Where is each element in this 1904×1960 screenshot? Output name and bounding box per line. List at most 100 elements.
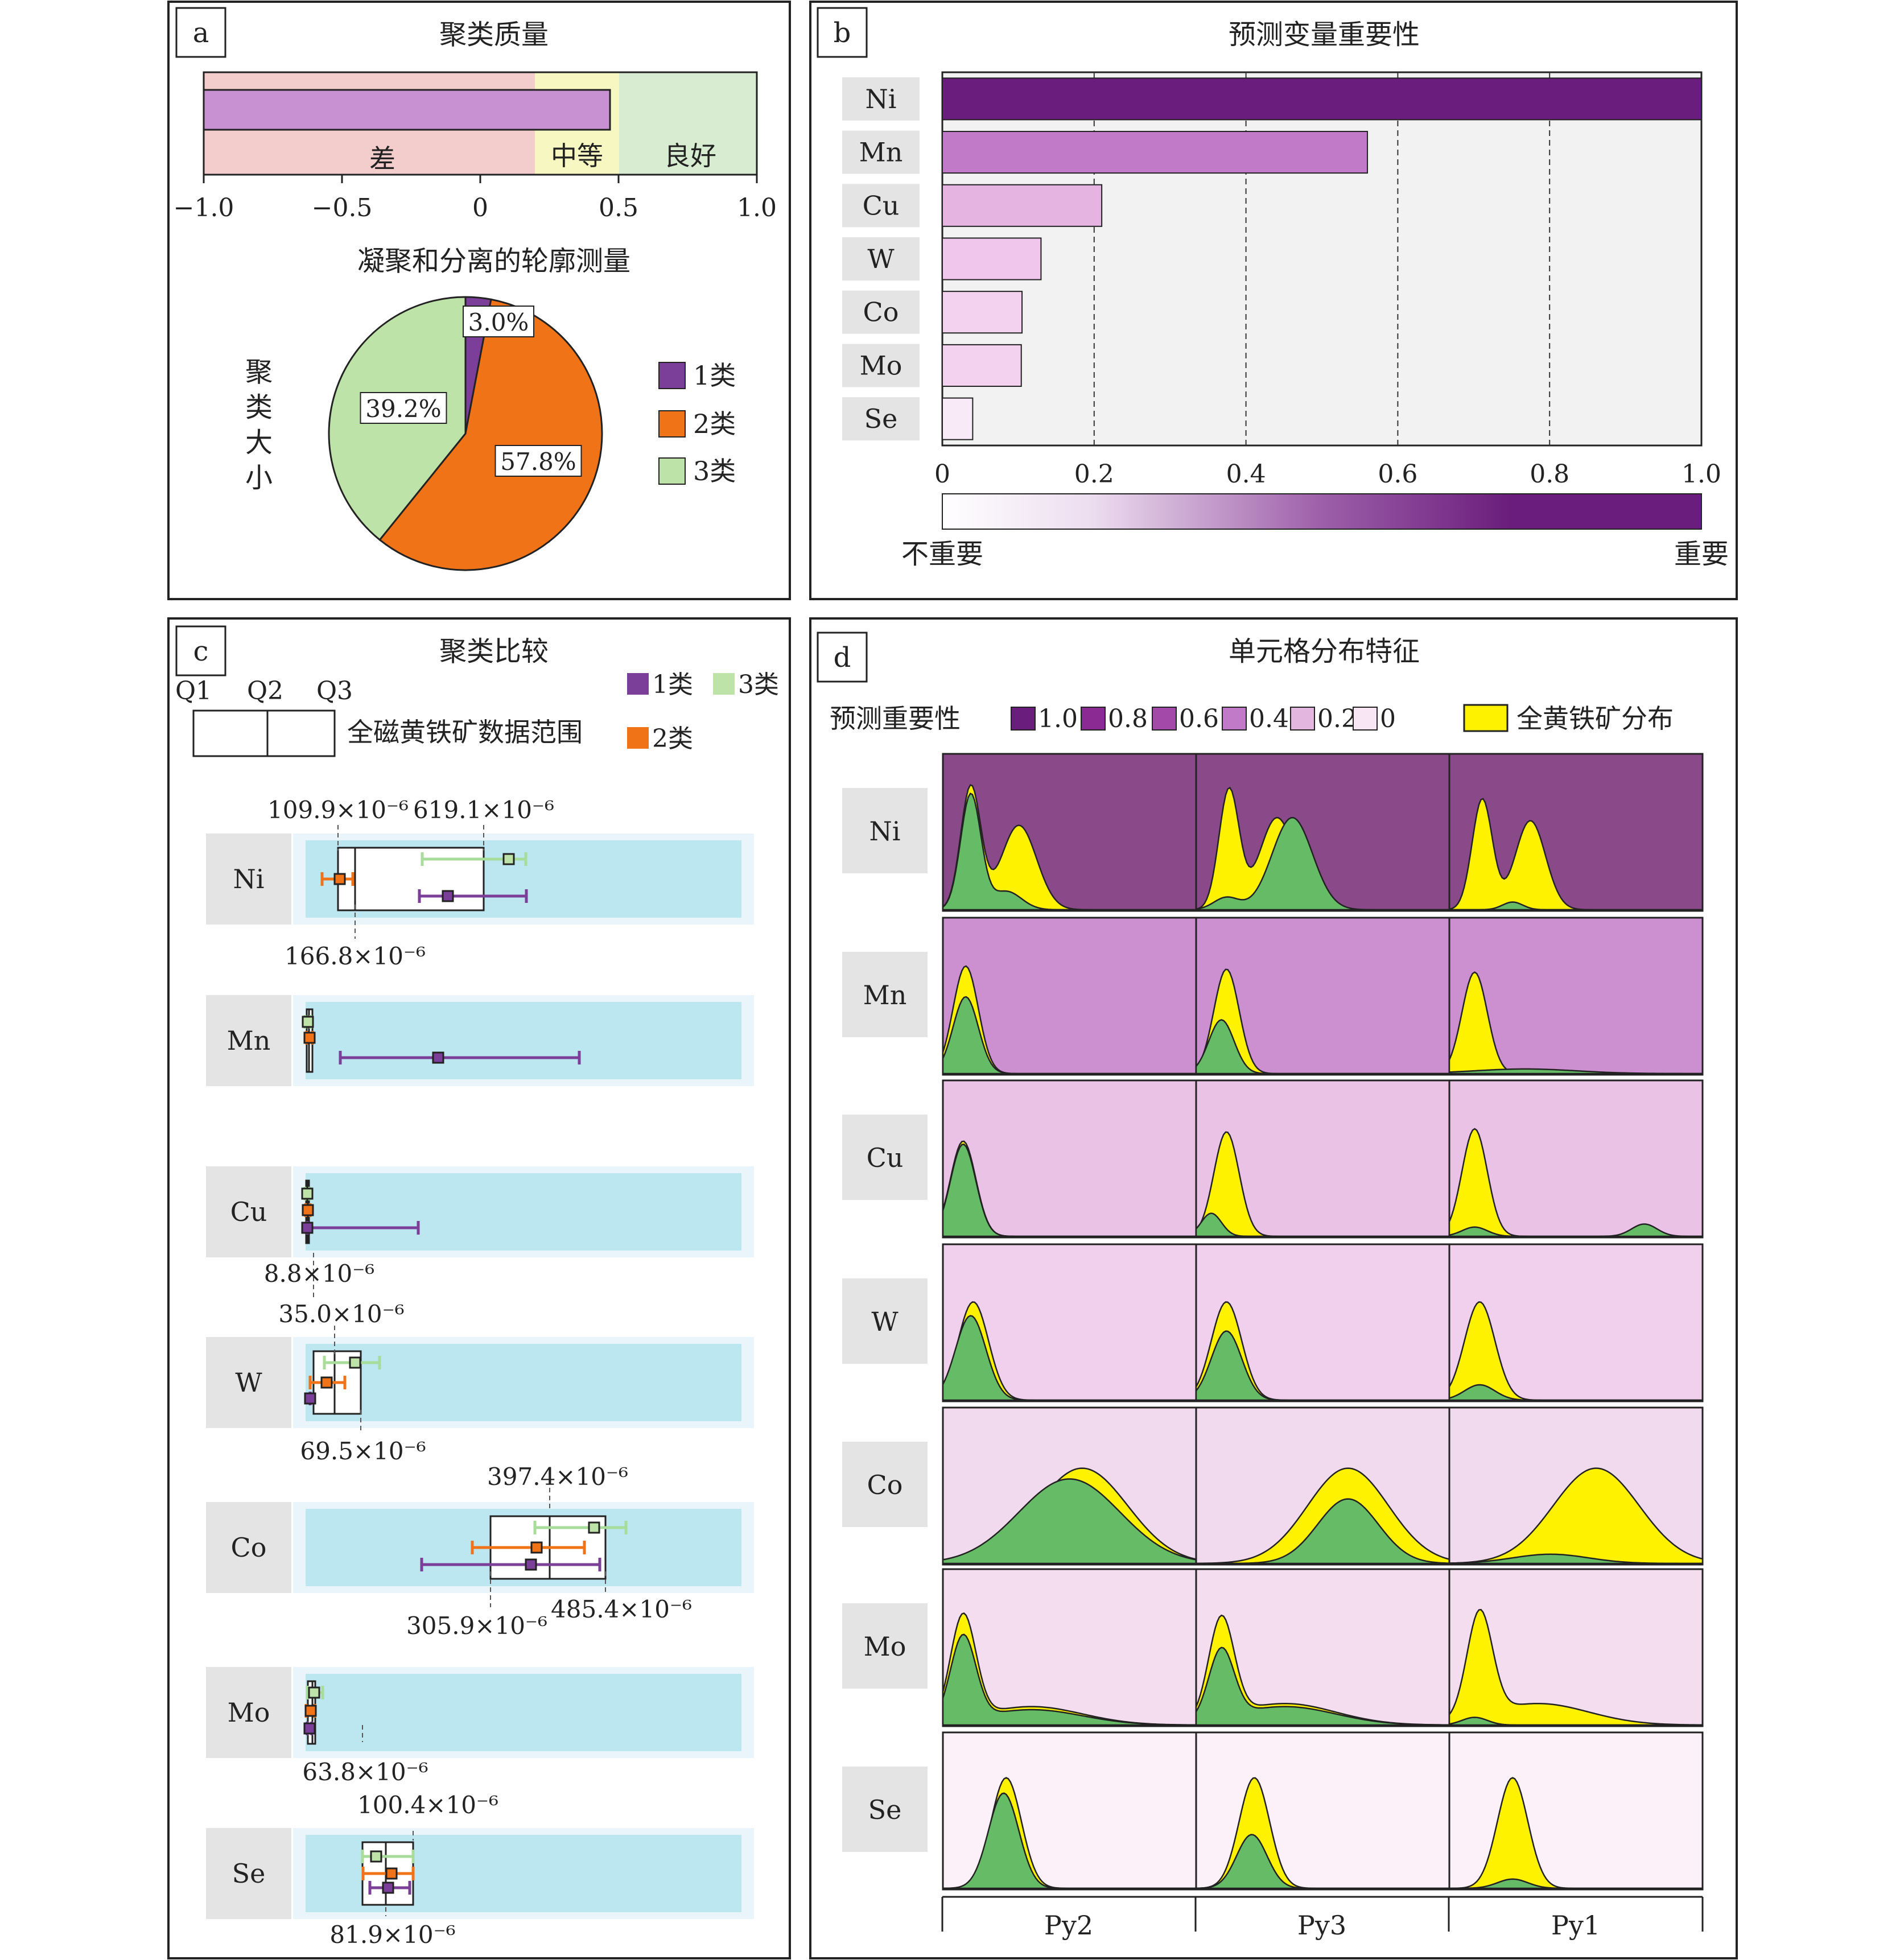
- cc-point-cluster3: [349, 1356, 361, 1369]
- quality-tick-label: 1.0: [737, 193, 777, 222]
- annotation: 8.8×10⁻⁶: [264, 1260, 374, 1288]
- cc-point-cluster1: [301, 1222, 314, 1234]
- cc-row-label-mo: Mo: [228, 1697, 270, 1728]
- cc-point-cluster1: [525, 1558, 537, 1571]
- cc-box: [337, 847, 485, 911]
- d-cluster-density: [1195, 1834, 1449, 1889]
- annotation: 485.4×10⁻⁶: [551, 1595, 692, 1623]
- cc-point-cluster2: [333, 873, 346, 885]
- d-cluster-density: [1195, 816, 1449, 911]
- column-label: Py1: [1551, 1910, 1600, 1941]
- d-legend-swatch: [1290, 707, 1315, 731]
- size-char: 小: [245, 462, 273, 494]
- panel-b-frame: [809, 1, 1738, 600]
- quality-tick-label: −0.5: [312, 193, 373, 222]
- annotation: 100.4×10⁻⁶: [357, 1791, 498, 1819]
- annotation: 166.8×10⁻⁶: [285, 942, 426, 970]
- d-cluster-density: [942, 1633, 1197, 1726]
- annotation: 35.0×10⁻⁶: [278, 1300, 404, 1328]
- d-row-label-co: Co: [867, 1470, 903, 1500]
- cc-row-label-bg: [206, 1828, 291, 1919]
- d-legend-level: 0.8: [1108, 704, 1148, 733]
- d-cluster-density: [942, 793, 1196, 911]
- pie-label-box: [494, 445, 582, 477]
- importance-colorbar: [942, 493, 1702, 530]
- size-char: 聚: [245, 356, 273, 388]
- range-key-box: [192, 709, 336, 757]
- d-row-label-se: Se: [868, 1794, 902, 1825]
- panel-d: d 单元格分布特征 预测重要性 1.0 0.8 0.6 0.4 0.2 0 全黄铁矿分布 …: [817, 632, 1704, 1941]
- importance-bars: [942, 77, 1702, 440]
- pie-label-box: [360, 392, 447, 424]
- panel-a-title: 聚类质量: [439, 19, 549, 51]
- importance-bar-cu: [942, 184, 1103, 227]
- cc-row-band: [306, 1344, 741, 1421]
- quality-ticks: [203, 175, 758, 183]
- cc-row-label-ni: Ni: [233, 864, 265, 894]
- pie-slice-2: [378, 298, 603, 571]
- cc-row-label-mn: Mn: [227, 1025, 271, 1056]
- annotation: 397.4×10⁻⁶: [487, 1463, 628, 1491]
- cc-row-label-bg: [206, 1502, 291, 1593]
- importance-tick-label: 0.4: [1226, 460, 1266, 489]
- d-row-label-mo: Mo: [864, 1631, 906, 1662]
- panel-a-tag: a: [193, 17, 209, 49]
- c-legend-swatch-1: [627, 673, 649, 695]
- cc-row-label-co: Co: [231, 1532, 267, 1563]
- importance-bar-co: [942, 291, 1023, 334]
- panel-c: c 聚类比较 Q1 Q2 Q3 全磁黄铁矿数据范围 1类 3类 2类 Ni Mn C…: [175, 625, 779, 1949]
- importance-label-se: Se: [864, 403, 898, 434]
- d-cluster-density: [1448, 1223, 1703, 1237]
- d-importance-legend: 1.0 0.8 0.6 0.4 0.2 0: [1011, 704, 1396, 733]
- legend-label-2: 2类: [693, 408, 736, 439]
- importance-label-mn: Mn: [859, 137, 903, 168]
- d-row-label-w: W: [871, 1306, 899, 1337]
- cc-row-label-bg: [206, 995, 291, 1086]
- importance-label-bg: [842, 184, 920, 228]
- cc-point-cluster3: [308, 1686, 320, 1699]
- cc-point-cluster3: [502, 853, 515, 865]
- c-legend-swatch-3: [713, 673, 735, 695]
- cc-row-label-bg: [206, 1166, 291, 1257]
- d-cell: [942, 1079, 1197, 1239]
- range-key-label: 全磁黄铁矿数据范围: [347, 717, 583, 748]
- d-cluster-density: [942, 1792, 1196, 1889]
- d-cluster-density: [1195, 1330, 1449, 1401]
- d-legend-swatch: [1353, 707, 1378, 731]
- density-grid: Ni Mn Cu W Co Mo Se: [842, 753, 1704, 1891]
- cc-point-cluster1: [442, 890, 454, 902]
- importance-plot-bg: [941, 71, 1703, 447]
- cc-point-cluster1: [382, 1881, 394, 1894]
- cc-annotations: [313, 825, 606, 1916]
- panel-b-tag: b: [834, 17, 851, 49]
- cc-point-cluster3: [302, 1016, 314, 1028]
- pie-title: 凝聚和分离的轮廓测量: [357, 245, 630, 277]
- cc-point-cluster3: [301, 1187, 314, 1200]
- d-row-label-bg: [842, 952, 928, 1037]
- d-cluster-density: [1448, 1716, 1703, 1726]
- cluster-size-label: 聚 类 大 小: [245, 356, 273, 494]
- annotation: 81.9×10⁻⁶: [329, 1921, 455, 1949]
- cc-point-cluster2: [302, 1204, 314, 1216]
- d-cluster-density: [942, 996, 1196, 1075]
- d-cluster-density: [1195, 1212, 1449, 1237]
- d-cluster-density: [1449, 901, 1703, 911]
- annotation: 619.1×10⁻⁶: [413, 796, 554, 824]
- importance-label-bg: [842, 77, 920, 121]
- colorbar-high-label: 重要: [1674, 538, 1729, 570]
- panel-d-title: 单元格分布特征: [1229, 636, 1420, 667]
- pyrite-label: 全黄铁矿分布: [1516, 703, 1674, 734]
- cc-row-label-cu: Cu: [230, 1196, 267, 1227]
- column-label: Py2: [1044, 1910, 1093, 1941]
- cc-point-cluster2: [385, 1867, 398, 1880]
- pie-value-label: 57.8%: [500, 448, 576, 476]
- pie-value-label: 3.0%: [468, 308, 529, 336]
- d-row-label-bg: [842, 1115, 928, 1200]
- d-cluster-density: [1195, 1647, 1450, 1726]
- d-legend-swatch: [1081, 707, 1106, 731]
- cc-point-cluster2: [303, 1031, 316, 1044]
- cc-point-cluster1: [304, 1392, 316, 1405]
- d-row-label-mn: Mn: [863, 980, 907, 1010]
- importance-bar-mn: [942, 131, 1369, 174]
- c-legend-label-2: 2类: [652, 724, 693, 753]
